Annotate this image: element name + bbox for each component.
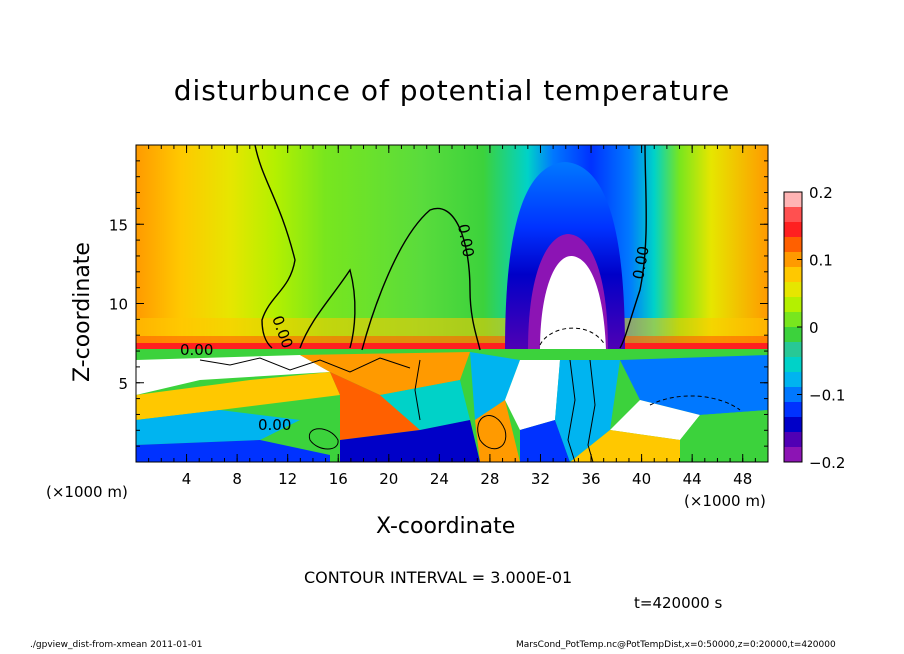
colorbar-tick-label: 0.1 [809, 252, 833, 270]
contour-label: 0.00 [629, 245, 653, 281]
colorbar-swatch [784, 267, 802, 283]
colorbar-swatch [784, 252, 802, 268]
contour-interval-note: CONTOUR INTERVAL = 3.000E-01 [304, 568, 573, 587]
colorbar-swatch [784, 327, 802, 343]
colorbar-tick-label: 0.2 [809, 184, 833, 202]
contour-label: 0.00 [454, 223, 478, 259]
colorbar-swatch [784, 282, 802, 298]
footer-left: ./gpview_dist-from-xmean 2011-01-01 [30, 640, 203, 650]
colorbar-swatch [784, 357, 802, 373]
chart-title: disturbunce of potential temperature [173, 74, 731, 107]
colorbar-swatch [784, 207, 802, 223]
y-tick-label: 15 [109, 216, 128, 234]
x-tick-label: 24 [430, 470, 449, 488]
x-tick-label: 16 [329, 470, 348, 488]
x-tick-label: 48 [733, 470, 752, 488]
colorbar-swatch [784, 402, 802, 418]
colorbar-swatch [784, 432, 802, 448]
colorbar: 0.2 0.1 0 −0.1 −0.2 [783, 184, 845, 472]
colorbar-swatch [784, 417, 802, 433]
colorbar-swatch [784, 312, 802, 328]
x-tick-label: 8 [232, 470, 242, 488]
x-tick-label: 32 [531, 470, 550, 488]
colorbar-swatch [784, 297, 802, 313]
y-axis-label: Z-coordinate [70, 242, 95, 382]
x-axis-label: X-coordinate [376, 514, 516, 539]
x-unit-label-right: (×1000 m) [684, 492, 766, 510]
colorbar-swatch [784, 342, 802, 358]
x-tick-label: 4 [182, 470, 192, 488]
colorbar-swatch [784, 237, 802, 253]
colorbar-tick-label: −0.2 [809, 454, 845, 472]
x-tick-label: 12 [278, 470, 297, 488]
y-tick-label: 5 [118, 375, 128, 393]
y-tick-label: 10 [109, 296, 128, 314]
colorbar-swatch [784, 387, 802, 403]
contour-label: 0.00 [258, 416, 291, 434]
colorbar-tick-label: 0 [809, 319, 819, 337]
x-tick-label: 20 [379, 470, 398, 488]
x-tick-label: 28 [480, 470, 499, 488]
colorbar-swatch [784, 447, 802, 463]
x-tick-label: 44 [683, 470, 702, 488]
x-tick-label: 36 [581, 470, 600, 488]
contour-label: 0.00 [180, 341, 213, 359]
x-unit-label: (×1000 m) [46, 483, 128, 501]
colorbar-swatch [784, 192, 802, 208]
plot-field [136, 145, 768, 462]
time-label: t=420000 s [634, 594, 723, 612]
colorbar-swatch [784, 222, 802, 238]
colorbar-tick-label: −0.1 [809, 387, 845, 405]
x-tick-label: 40 [632, 470, 651, 488]
colorbar-swatch [784, 372, 802, 388]
footer-right: MarsCond_PotTemp.nc@PotTempDist,x=0:5000… [516, 640, 836, 650]
